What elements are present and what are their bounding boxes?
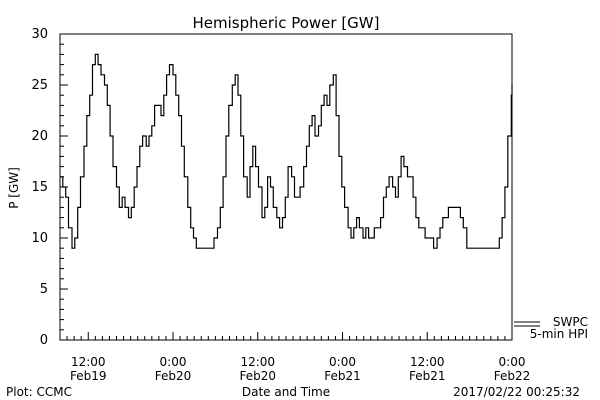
y-axis: 0 5 10 15 20 25 30 (31, 27, 68, 348)
x-tick-date-label: Feb20 (239, 369, 276, 383)
y-tick-label: 0 (40, 333, 48, 348)
series-layer (60, 53, 513, 249)
x-tick-time-label: 0:00 (499, 355, 526, 369)
x-tick-time-label: 12:00 (240, 355, 275, 369)
legend: SWPC 5-min HPI (514, 315, 588, 341)
x-tick-date-label: Feb21 (409, 369, 446, 383)
y-tick-label: 20 (31, 129, 48, 144)
legend-label-swpc: SWPC (553, 315, 588, 329)
footer-timestamp: 2017/02/22 00:25:32 (453, 385, 580, 399)
y-tick-label: 25 (31, 78, 48, 93)
y-tick-label: 10 (31, 231, 48, 246)
legend-label-hpi: 5-min HPI (530, 327, 588, 341)
x-axis-label: Date and Time (242, 385, 330, 399)
x-tick-time-label: 12:00 (410, 355, 445, 369)
footer-credit: Plot: CCMC (6, 385, 72, 399)
x-tick-time-label: 0:00 (160, 355, 187, 369)
x-tick-date-label: Feb20 (155, 369, 192, 383)
plot-frame (59, 33, 513, 341)
x-tick-date-label: Feb21 (324, 369, 361, 383)
x-tick-date-label: Feb19 (70, 369, 107, 383)
x-axis: 12:00Feb190:00Feb2012:00Feb200:00Feb2112… (59, 332, 531, 383)
y-tick-label: 5 (40, 282, 48, 297)
x-tick-date-label: Feb22 (494, 369, 531, 383)
series-line-swpc (60, 53, 513, 249)
y-tick-label: 30 (31, 27, 48, 42)
x-tick-time-label: 12:00 (71, 355, 106, 369)
x-tick-time-label: 0:00 (329, 355, 356, 369)
chart-title: Hemispheric Power [GW] (193, 14, 380, 32)
y-axis-label: P [GW] (7, 167, 21, 209)
y-tick-label: 15 (31, 180, 48, 195)
